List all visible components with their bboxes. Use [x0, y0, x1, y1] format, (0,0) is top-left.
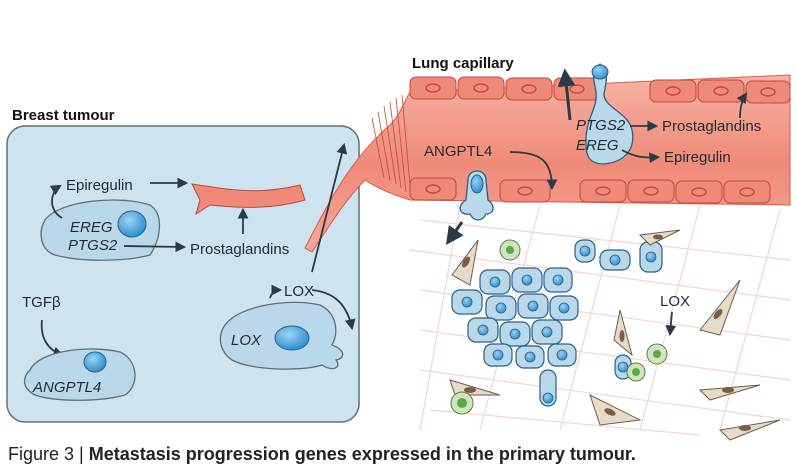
- epiregulin-right-label: Epiregulin: [664, 149, 731, 166]
- ptgs2-left-label: PTGS2: [68, 237, 118, 254]
- arrows-left: [40, 142, 356, 358]
- figure-number: Figure 3 |: [8, 444, 89, 464]
- breast-tumour-heading: Breast tumour: [12, 107, 115, 124]
- prostaglandins-left-label: Prostaglandins: [190, 241, 289, 258]
- ereg-right-label: EREG: [576, 137, 619, 154]
- ptgs2-right-label: PTGS2: [576, 117, 626, 134]
- tumour-cell-angptl4: [23, 348, 136, 401]
- extravasating-cell: [585, 63, 634, 165]
- lox-protein-left-label: LOX: [284, 283, 314, 300]
- tgfb-label: TGFβ: [22, 294, 61, 311]
- tumour-cell-lox: [219, 301, 344, 370]
- figure-caption: Figure 3 | Metastasis progression genes …: [8, 444, 636, 465]
- metastatic-cell-cluster: [451, 239, 663, 407]
- angptl4-protein-label: ANGPTL4: [424, 143, 492, 160]
- blood-vessel: [304, 74, 791, 253]
- invading-tumour-cell: [191, 183, 306, 216]
- lox-right-label: LOX: [660, 293, 690, 310]
- epiregulin-left-label: Epiregulin: [66, 177, 133, 194]
- lung-capillary-heading: Lung capillary: [412, 55, 514, 72]
- figure-title: Metastasis progression genes expressed i…: [88, 444, 636, 464]
- prostaglandins-right-label: Prostaglandins: [662, 118, 761, 135]
- angptl4-gene-label: ANGPTL4: [32, 379, 101, 396]
- lox-gene-label: LOX: [231, 332, 262, 349]
- ereg-left-label: EREG: [70, 219, 113, 236]
- leaking-tumour-cell: [459, 170, 494, 221]
